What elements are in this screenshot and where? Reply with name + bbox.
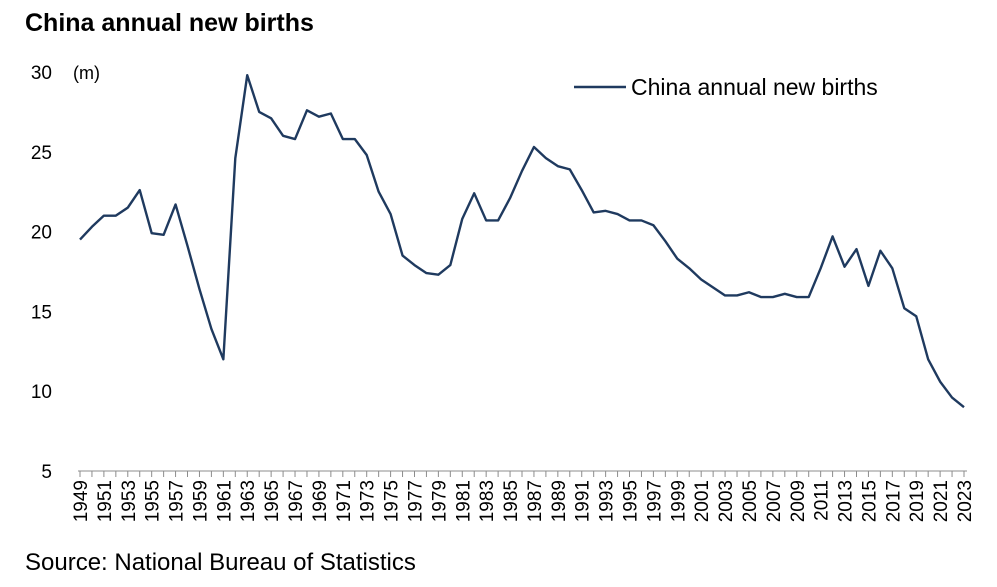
y-tick-label: 20 xyxy=(31,223,52,244)
x-tick-label: 1955 xyxy=(143,480,164,522)
chart-title: China annual new births xyxy=(25,9,314,37)
y-tick-label: 25 xyxy=(31,143,52,164)
x-tick-label: 1995 xyxy=(621,480,642,522)
legend: China annual new births xyxy=(574,74,878,100)
x-tick-label: 1957 xyxy=(167,480,188,522)
x-tick-label: 2019 xyxy=(907,480,928,522)
x-tick-label: 2011 xyxy=(812,480,833,521)
series-line-china-annual-new-births xyxy=(79,73,965,409)
x-tick-label: 2001 xyxy=(692,480,713,522)
y-axis-ticks: 5 10 15 20 25 30 xyxy=(31,63,52,483)
x-tick-label: 1975 xyxy=(382,480,403,522)
x-tick-label: 2003 xyxy=(716,480,737,522)
x-tick-label: 1993 xyxy=(597,480,618,522)
x-tick-label: 1953 xyxy=(119,480,140,522)
y-tick-label: 30 xyxy=(31,63,52,84)
x-tick-label: 1979 xyxy=(429,480,450,522)
x-tick-label: 1959 xyxy=(190,480,211,522)
x-tick-label: 1991 xyxy=(573,480,594,522)
x-tick-label: 2005 xyxy=(740,480,761,522)
x-axis-tick-labels: 1949 1951 1953 1955 1957 1959 1961 1963 1965 1967… xyxy=(71,480,976,522)
x-tick-label: 1999 xyxy=(668,480,689,522)
x-tick-label: 1949 xyxy=(71,480,92,522)
y-tick-label: 10 xyxy=(31,382,52,403)
x-tick-label: 1973 xyxy=(358,480,379,522)
x-axis xyxy=(78,470,967,477)
x-tick-label: 1963 xyxy=(238,480,259,522)
x-tick-label: 2021 xyxy=(931,480,952,522)
x-tick-label: 1987 xyxy=(525,480,546,522)
x-tick-label: 1965 xyxy=(262,480,283,522)
x-tick-label: 1981 xyxy=(453,480,474,522)
x-tick-label: 2007 xyxy=(764,480,785,522)
x-tick-label: 1969 xyxy=(310,480,331,522)
y-tick-label: 15 xyxy=(31,302,52,323)
legend-label: China annual new births xyxy=(631,74,878,100)
x-tick-label: 2017 xyxy=(883,480,904,522)
x-tick-label: 1989 xyxy=(549,480,570,522)
y-axis-unit-label: (m) xyxy=(73,63,100,83)
x-tick-label: 2013 xyxy=(836,480,857,522)
x-tick-label: 1985 xyxy=(501,480,522,522)
x-tick-label: 2009 xyxy=(788,480,809,522)
source-note: Source: National Bureau of Statistics xyxy=(25,549,416,576)
x-tick-label: 1967 xyxy=(286,480,307,522)
x-tick-label: 1977 xyxy=(405,480,426,522)
x-tick-label: 2023 xyxy=(955,480,976,522)
x-tick-label: 1997 xyxy=(644,480,665,522)
x-tick-label: 2015 xyxy=(859,480,880,522)
x-tick-label: 1951 xyxy=(95,480,116,522)
x-tick-label: 1971 xyxy=(334,480,355,522)
x-tick-label: 1983 xyxy=(477,480,498,522)
y-tick-label: 5 xyxy=(41,462,52,483)
x-tick-label: 1961 xyxy=(214,480,235,522)
